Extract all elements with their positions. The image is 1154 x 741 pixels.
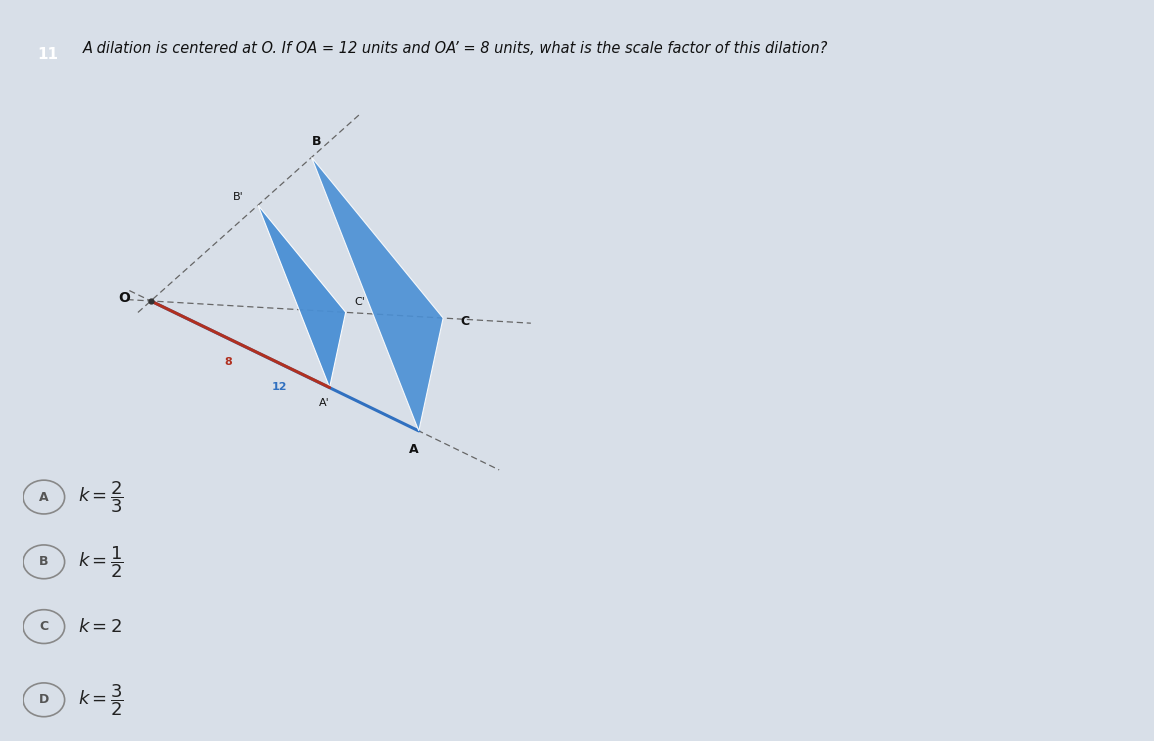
Text: C: C: [460, 315, 470, 328]
Text: A: A: [409, 443, 419, 456]
Text: $k = \dfrac{2}{3}$: $k = \dfrac{2}{3}$: [78, 479, 125, 515]
Text: O: O: [118, 290, 130, 305]
Text: B: B: [312, 136, 321, 148]
Text: D: D: [39, 694, 48, 706]
Text: B: B: [39, 555, 48, 568]
Text: A: A: [39, 491, 48, 504]
Text: 11: 11: [37, 47, 58, 62]
Text: B': B': [233, 192, 243, 202]
Text: $k = \dfrac{3}{2}$: $k = \dfrac{3}{2}$: [78, 682, 125, 717]
Text: 12: 12: [272, 382, 287, 392]
Polygon shape: [258, 205, 346, 388]
Text: $k = 2$: $k = 2$: [78, 617, 122, 636]
Text: C: C: [39, 620, 48, 633]
Text: $k = \dfrac{1}{2}$: $k = \dfrac{1}{2}$: [78, 544, 125, 579]
Polygon shape: [312, 157, 443, 431]
Text: A': A': [320, 398, 330, 408]
Text: A dilation is centered at O. If OA = 12 units and OA’ = 8 units, what is the sca: A dilation is centered at O. If OA = 12 …: [83, 41, 829, 56]
Text: 8: 8: [224, 356, 232, 367]
Text: C': C': [355, 297, 366, 307]
